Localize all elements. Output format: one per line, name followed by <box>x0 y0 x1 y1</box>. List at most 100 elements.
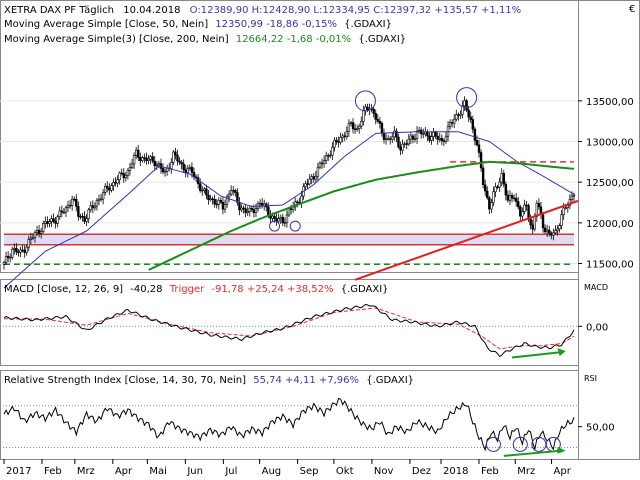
candle-body <box>343 135 346 138</box>
price-legend: XETRA DAX PF Täglich 10.04.2018 O:12389,… <box>4 5 521 45</box>
candle-body <box>83 216 86 222</box>
candle-body <box>106 185 109 189</box>
candle-body <box>260 202 264 207</box>
candle-body <box>345 131 349 138</box>
candle-body <box>209 198 212 201</box>
candle-body <box>44 221 47 224</box>
candle-body <box>496 186 499 188</box>
candle-body <box>461 105 464 115</box>
candle-body <box>132 155 136 165</box>
candle-body <box>510 195 514 199</box>
candle-body <box>432 132 435 137</box>
rsi-tick-label: 50,00 <box>586 423 615 434</box>
legend-title: XETRA DAX PF Täglich 10.04.2018 O:12389,… <box>4 5 521 16</box>
candle-body <box>281 216 285 224</box>
top-marker <box>354 90 376 112</box>
candle-body <box>467 109 470 118</box>
candle-body <box>519 206 522 217</box>
candle-body <box>27 239 30 248</box>
candle-body <box>170 162 173 169</box>
macd-tick-label: 0,00 <box>586 322 608 333</box>
candle-body <box>422 133 425 135</box>
rsi-panel <box>0 370 579 460</box>
candle-body <box>397 136 400 148</box>
candle-body <box>172 151 175 163</box>
candle-body <box>11 248 14 258</box>
rsi-arrow-head <box>557 446 566 454</box>
candle-body <box>17 251 20 254</box>
candle-body <box>283 222 287 224</box>
candle-body <box>364 106 367 112</box>
candle-body <box>395 130 398 138</box>
candle-body <box>405 143 408 145</box>
candle-body <box>213 199 216 205</box>
candle-body <box>252 209 256 213</box>
candle-body <box>37 229 41 234</box>
candle-body <box>502 173 505 185</box>
candle-body <box>316 166 320 177</box>
candle-body <box>545 229 549 233</box>
candle-body <box>450 122 454 124</box>
candle-body <box>93 205 97 209</box>
candle-body <box>399 146 402 151</box>
candle-body <box>523 204 526 212</box>
candle-body <box>99 198 103 201</box>
candle-body <box>380 122 384 134</box>
candle-body <box>378 120 382 124</box>
support-band <box>4 234 574 245</box>
candle-body <box>308 178 311 185</box>
candle-body <box>271 215 274 219</box>
candle-body <box>463 100 466 107</box>
candle-body <box>570 195 574 200</box>
candle-body <box>240 207 243 211</box>
candle-body <box>151 156 154 162</box>
candle-body <box>401 143 404 151</box>
candle-body <box>201 189 204 192</box>
candle-body <box>388 138 392 140</box>
candle-body <box>289 208 293 210</box>
candle-body <box>149 156 152 160</box>
candle-body <box>436 135 439 140</box>
candle-body <box>238 202 241 211</box>
candle-body <box>236 192 239 203</box>
candle-body <box>477 144 481 153</box>
candle-body <box>234 190 237 193</box>
candle-body <box>101 192 105 200</box>
candle-body <box>417 129 421 132</box>
panel-close-icon[interactable]: € <box>629 4 635 15</box>
candle-body <box>215 203 218 206</box>
candle-body <box>95 199 99 207</box>
candle-body <box>349 122 353 124</box>
candle-body <box>33 231 37 238</box>
rsi-line <box>3 397 575 452</box>
candle-body <box>320 162 324 165</box>
candle-body <box>490 202 493 210</box>
candle-body <box>275 218 278 222</box>
rsi-divergence-arrow <box>503 449 562 457</box>
candle-body <box>331 146 334 156</box>
candle-body <box>198 183 202 191</box>
candle-body <box>306 183 309 185</box>
candle-body <box>543 227 547 233</box>
candle-body <box>413 138 417 140</box>
x-tick-label: Feb <box>44 466 62 477</box>
candle-body <box>358 125 361 129</box>
candle-body <box>514 198 518 202</box>
candle-body <box>73 198 76 201</box>
macd-axis-title: MACD <box>584 283 608 292</box>
candle-body <box>137 149 140 158</box>
candle-body <box>128 167 132 171</box>
candle-body <box>62 211 66 214</box>
candle-body <box>512 197 516 200</box>
candle-body <box>25 246 28 253</box>
candle-body <box>87 209 90 219</box>
candle-body <box>453 118 456 124</box>
candle-body <box>440 137 444 141</box>
candle-body <box>568 199 572 206</box>
candle-body <box>409 135 413 140</box>
candle-body <box>54 221 57 224</box>
candle-body <box>52 218 55 222</box>
candle-body <box>186 168 190 174</box>
candle-body <box>494 186 497 193</box>
candle-body <box>19 249 22 253</box>
